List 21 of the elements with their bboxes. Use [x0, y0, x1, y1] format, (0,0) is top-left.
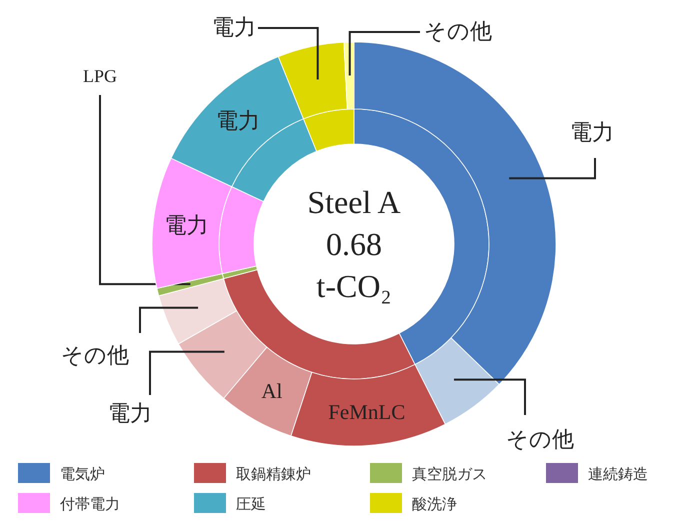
slice-label: その他 [506, 428, 574, 452]
legend-label: 取鍋精錬炉 [236, 465, 311, 483]
legend-label: 連続鋳造 [588, 465, 648, 483]
slice-label: 電力 [212, 16, 256, 40]
legend-label: 酸洗浄 [412, 495, 457, 513]
legend-label: 真空脱ガス [412, 465, 487, 483]
slice-label: 電力 [570, 120, 614, 146]
slice-label: 電力 [164, 213, 208, 238]
slice-label: その他 [61, 344, 129, 368]
slice-label: その他 [424, 20, 492, 44]
slice-label: 電力 [216, 109, 260, 134]
legend-label: 圧延 [236, 495, 266, 513]
legend-label: 電気炉 [60, 465, 105, 483]
text: t-CO₂ [316, 268, 392, 304]
slice-label: FeMnLC [328, 400, 406, 424]
legend-label: 付帯電力 [59, 495, 120, 513]
slice-label: LPG [82, 66, 118, 86]
text: 0.68 [326, 226, 382, 262]
slice-label: Al [261, 379, 282, 404]
slice-label: 電力 [108, 402, 152, 426]
text: Steel A [307, 184, 401, 220]
